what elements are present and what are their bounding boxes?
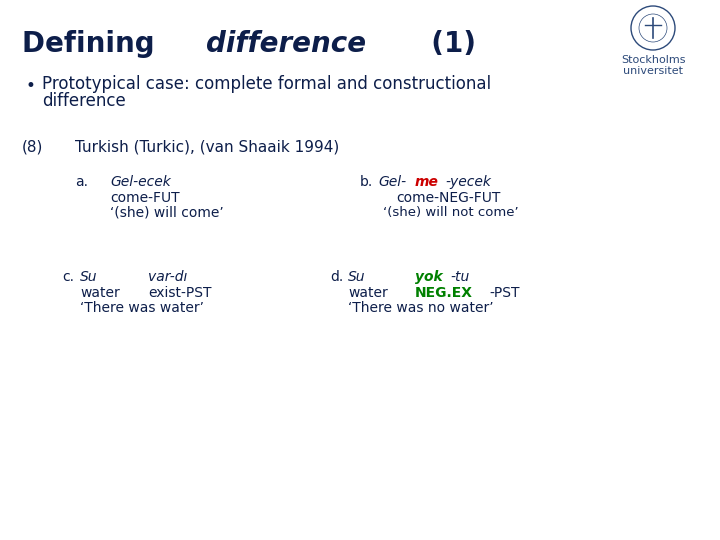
Text: (8): (8)	[22, 140, 43, 155]
Text: Su: Su	[80, 270, 97, 284]
Text: Defining: Defining	[22, 30, 164, 58]
Text: exist-PST: exist-PST	[148, 286, 212, 300]
Text: Su: Su	[348, 270, 366, 284]
Text: water: water	[80, 286, 120, 300]
Text: universitet: universitet	[623, 66, 683, 76]
Text: ‘There was water’: ‘There was water’	[80, 301, 204, 315]
Text: me: me	[414, 175, 438, 189]
Text: difference: difference	[42, 92, 126, 110]
Text: Gel-ecek: Gel-ecek	[110, 175, 171, 189]
Text: NEG.EX: NEG.EX	[415, 286, 473, 300]
Text: come-FUT: come-FUT	[110, 191, 179, 205]
Text: difference: difference	[205, 30, 366, 58]
Text: var-dı: var-dı	[148, 270, 187, 284]
Text: Prototypical case: complete formal and constructional: Prototypical case: complete formal and c…	[42, 75, 491, 93]
Text: Stockholms: Stockholms	[621, 55, 685, 65]
Text: -PST: -PST	[490, 286, 521, 300]
Text: -yecek: -yecek	[445, 175, 491, 189]
Text: ‘(she) will not come’: ‘(she) will not come’	[383, 206, 518, 219]
Text: a.: a.	[75, 175, 88, 189]
Text: c.: c.	[62, 270, 74, 284]
Text: -tu: -tu	[451, 270, 470, 284]
Text: (1): (1)	[412, 30, 476, 58]
Text: come-NEG-FUT: come-NEG-FUT	[396, 191, 500, 205]
Text: •: •	[25, 77, 35, 95]
Text: ‘There was no water’: ‘There was no water’	[348, 301, 494, 315]
Text: water: water	[348, 286, 388, 300]
Text: b.: b.	[360, 175, 373, 189]
Text: yok: yok	[415, 270, 443, 284]
Text: Gel-: Gel-	[378, 175, 406, 189]
Text: ‘(she) will come’: ‘(she) will come’	[110, 206, 224, 220]
Text: d.: d.	[330, 270, 343, 284]
Text: Turkish (Turkic), (van Shaaik 1994): Turkish (Turkic), (van Shaaik 1994)	[75, 140, 339, 155]
